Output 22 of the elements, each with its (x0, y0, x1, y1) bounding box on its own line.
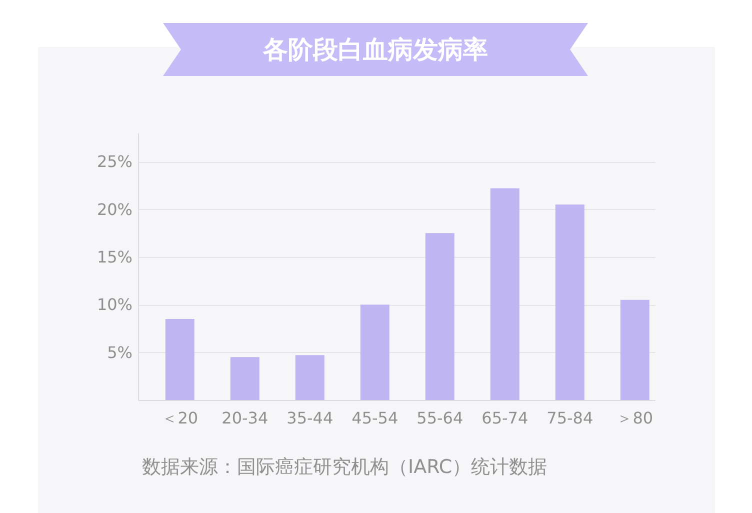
bar (165, 318, 194, 400)
x-tick-label: 45-54 (352, 408, 398, 428)
bar (295, 355, 324, 400)
y-tick-label: 5% (107, 342, 132, 362)
x-tick-label: 75-84 (546, 408, 594, 428)
y-tick-label: 20% (96, 200, 132, 219)
bar (360, 304, 390, 400)
x-tick-label: 20-34 (222, 408, 268, 428)
x-tick-label: 55-64 (416, 408, 464, 428)
y-tick-label: 15% (96, 247, 132, 266)
bar (490, 188, 520, 400)
x-tick-label: 35-44 (286, 408, 334, 428)
source-note: 数据来源：国际癌症研究机构（IARC）统计数据 (142, 455, 548, 480)
x-tick-label: 65-74 (482, 408, 528, 428)
x-tick-label: ＞80 (616, 408, 654, 428)
y-tick-label: 10% (96, 295, 132, 314)
bar (230, 357, 260, 400)
bar (555, 204, 584, 400)
bar (425, 233, 454, 400)
y-tick-label: 25% (96, 152, 132, 172)
bar (620, 300, 650, 400)
x-tick-label: ＜20 (162, 408, 198, 428)
